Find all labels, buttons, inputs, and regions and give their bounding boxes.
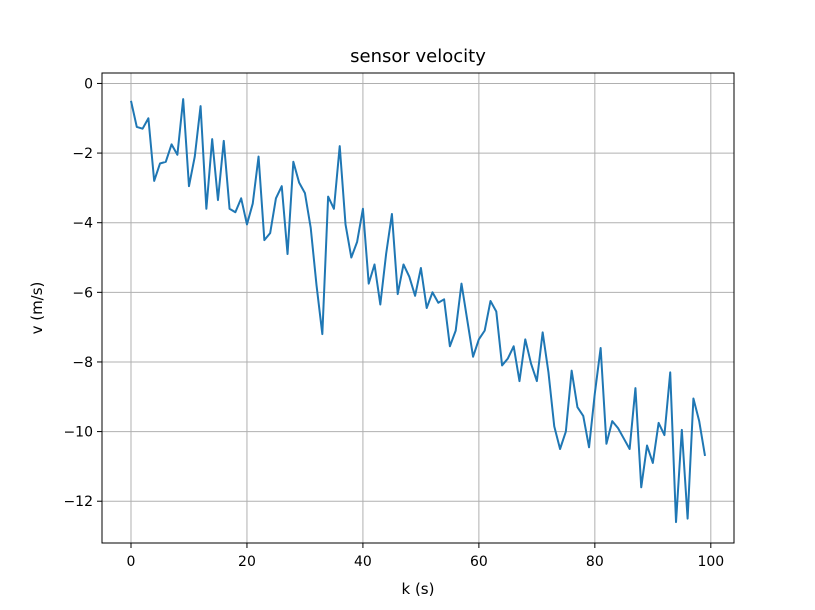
x-tick-label: 100	[697, 554, 724, 570]
x-tick-label: 80	[586, 554, 604, 570]
x-tick-label: 40	[354, 554, 372, 570]
x-tick-label: 60	[470, 554, 488, 570]
y-tick-label: −6	[72, 285, 93, 301]
y-tick-label: −10	[63, 425, 93, 441]
ticks: 0 20 40 60 80 100 0 −2 −4 −6 −8 −10 −12	[63, 76, 724, 570]
plot-frame	[101, 72, 735, 544]
chart-title: sensor velocity	[350, 46, 486, 67]
y-tick-label: −12	[63, 494, 93, 510]
x-tick-label: 20	[238, 554, 256, 570]
y-tick-label: −8	[72, 355, 93, 371]
series-layer	[130, 98, 706, 524]
y-tick-label: −4	[72, 216, 93, 232]
y-axis-label: v (m/s)	[28, 282, 46, 335]
y-tick-label: −2	[72, 146, 93, 162]
x-tick-label: 0	[127, 554, 136, 570]
grid	[102, 73, 734, 543]
x-axis-label: k (s)	[402, 580, 435, 598]
series-line	[130, 98, 706, 524]
y-tick-label: 0	[84, 76, 93, 92]
